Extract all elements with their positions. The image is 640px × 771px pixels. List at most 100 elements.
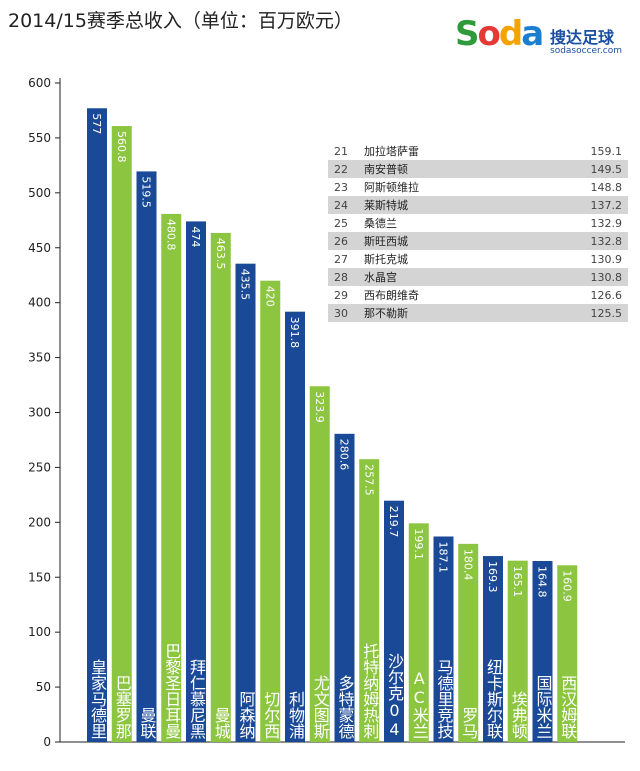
table-cell-name: 斯旺西城 xyxy=(364,235,408,248)
y-tick-label: 500 xyxy=(28,186,51,200)
y-tick-label: 50 xyxy=(36,680,51,694)
bar-category-label: 皇家马德里 xyxy=(88,659,107,739)
bar xyxy=(507,560,528,742)
bar-category-label: 曼城 xyxy=(211,707,231,739)
bar-value-label: 165.1 xyxy=(511,566,524,598)
bar xyxy=(186,221,206,742)
bar xyxy=(483,556,503,742)
table-row: 21 加拉塔萨雷 159.1 xyxy=(328,142,628,160)
rank-table: 21 加拉塔萨雷 159.1 22 南安普顿 149.5 23 阿斯顿维拉 148.8 24 莱斯特… xyxy=(328,142,628,322)
table-row: 23 阿斯顿维拉 148.8 xyxy=(328,178,628,196)
bar-category-label: 曼联 xyxy=(137,707,157,739)
bar-value-label: 463.5 xyxy=(214,238,227,269)
bar-value-label: 280.6 xyxy=(338,439,351,471)
table-cell-value: 126.6 xyxy=(590,288,623,302)
bar-category-label: 国际米兰 xyxy=(533,675,553,739)
table-cell-name: 水晶宫 xyxy=(364,271,397,284)
bar xyxy=(384,500,404,742)
bar xyxy=(408,523,429,742)
bar-category-label: 托特纳姆热刺 xyxy=(360,643,380,739)
table-cell-rank: 24 xyxy=(334,198,348,212)
bar-category-label: 阿森纳 xyxy=(236,691,256,739)
bar xyxy=(532,560,553,742)
table-row: 29 西布朗维奇 126.6 xyxy=(328,286,628,304)
bar-category-label: 尤文图斯 xyxy=(310,675,330,739)
y-tick-label: 600 xyxy=(28,76,51,90)
bar xyxy=(285,311,305,742)
bar-value-label: 219.7 xyxy=(387,506,400,538)
table-row: 30 那不勒斯 125.5 xyxy=(328,304,628,322)
bar-category-label: 西汉姆联 xyxy=(558,675,578,739)
bar-category-label: 罗马 xyxy=(459,707,479,739)
bar-category-label: 巴塞罗那 xyxy=(112,675,132,739)
table-cell-rank: 28 xyxy=(334,270,348,284)
table-row: 28 水晶宫 130.8 xyxy=(328,268,628,286)
table-cell-value: 132.9 xyxy=(590,216,623,230)
chart-title: 2014/15赛季总收入（单位：百万欧元） xyxy=(8,10,353,32)
bar-category-label: 多特蒙德 xyxy=(335,675,355,739)
table-cell-name: 加拉塔萨雷 xyxy=(364,145,419,158)
logo-cn-text: 搜达足球 xyxy=(550,28,615,47)
bar-value-label: 187.1 xyxy=(437,542,450,574)
table-cell-rank: 26 xyxy=(334,234,348,248)
table-cell-name: 斯托克城 xyxy=(364,253,408,266)
bar-category-label: AC米兰 xyxy=(409,669,429,739)
y-tick-label: 150 xyxy=(28,570,51,584)
logo-wordmark: Soda xyxy=(455,14,544,54)
bar xyxy=(87,108,107,743)
bar-category-label: 埃弗顿 xyxy=(508,691,528,739)
y-tick-label: 200 xyxy=(28,515,51,529)
bar-value-label: 180.4 xyxy=(461,549,474,581)
table-cell-name: 桑德兰 xyxy=(364,217,397,230)
table-cell-value: 149.5 xyxy=(590,162,623,176)
bar-category-label: 切尔西 xyxy=(261,691,281,739)
table-row: 27 斯托克城 130.9 xyxy=(328,250,628,268)
y-tick-label: 300 xyxy=(28,406,51,420)
bar-category-label: 巴黎圣日耳曼 xyxy=(162,643,182,739)
table-cell-name: 莱斯特城 xyxy=(364,199,408,212)
bar xyxy=(161,213,182,742)
bar-value-label: 577 xyxy=(90,113,103,134)
bar-value-label: 164.8 xyxy=(536,566,549,598)
table-cell-rank: 30 xyxy=(334,306,348,320)
bar xyxy=(334,433,355,742)
y-tick-label: 0 xyxy=(43,735,51,749)
bar-value-label: 391.8 xyxy=(288,317,301,349)
bar-value-label: 435.5 xyxy=(239,269,252,301)
y-tick-label: 400 xyxy=(28,296,51,310)
bar-category-label: 利物浦 xyxy=(286,691,305,739)
bar-value-label: 160.9 xyxy=(560,570,573,602)
bar xyxy=(235,263,256,742)
bar-value-label: 420 xyxy=(263,286,276,307)
bar-value-label: 199.1 xyxy=(412,528,425,560)
bar-value-label: 519.5 xyxy=(140,176,153,208)
bar xyxy=(557,565,578,742)
bar xyxy=(210,232,231,743)
table-cell-rank: 21 xyxy=(334,144,348,158)
table-cell-value: 130.8 xyxy=(590,270,623,284)
table-cell-rank: 23 xyxy=(334,180,348,194)
bar-category-label: 拜仁慕尼黑 xyxy=(187,659,206,739)
table-cell-rank: 22 xyxy=(334,162,348,176)
bar xyxy=(260,280,281,742)
table-cell-name: 南安普顿 xyxy=(364,163,408,176)
table-row: 26 斯旺西城 132.8 xyxy=(328,232,628,250)
table-cell-rank: 27 xyxy=(334,252,348,266)
table-cell-value: 125.5 xyxy=(590,306,623,320)
bar-value-label: 474 xyxy=(189,226,202,247)
y-tick-label: 450 xyxy=(28,241,51,255)
table-row: 22 南安普顿 149.5 xyxy=(328,160,628,178)
table-cell-name: 阿斯顿维拉 xyxy=(364,181,419,194)
table-cell-value: 132.8 xyxy=(590,234,623,248)
table-cell-value: 159.1 xyxy=(590,144,623,158)
soda-logo: Soda 搜达足球 sodasoccer.com xyxy=(455,14,635,70)
table-cell-rank: 29 xyxy=(334,288,348,302)
bar-value-label: 169.3 xyxy=(486,561,499,593)
table-row: 25 桑德兰 132.9 xyxy=(328,214,628,232)
bar xyxy=(309,386,330,742)
y-tick-label: 250 xyxy=(28,460,51,474)
bar xyxy=(359,459,380,742)
y-tick-label: 100 xyxy=(28,625,51,639)
table-cell-rank: 25 xyxy=(334,216,348,230)
